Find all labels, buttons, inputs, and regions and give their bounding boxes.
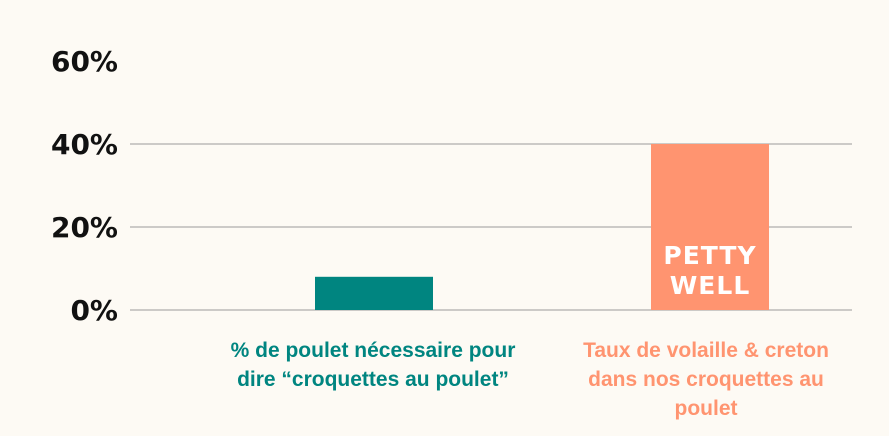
- y-axis-ticks: 0% 20% 40% 60%: [51, 45, 118, 327]
- bar-0: [315, 276, 433, 310]
- y-tick-label: 40%: [51, 128, 118, 161]
- bars: [315, 144, 769, 310]
- y-tick-label: 0%: [70, 294, 118, 327]
- pettywell-logo: PETTY WELL: [663, 241, 756, 300]
- category-label-chicken-required: % de poulet nécessaire pour dire “croque…: [230, 339, 516, 391]
- logo-line-1: PETTY: [663, 241, 756, 270]
- y-tick-label: 60%: [51, 45, 118, 78]
- bar-1: [651, 144, 769, 310]
- logo-line-2: WELL: [670, 271, 751, 300]
- y-tick-label: 20%: [51, 211, 118, 244]
- category-label-our-poultry-rate: Taux de volaille & creton dans nos croqu…: [583, 339, 829, 420]
